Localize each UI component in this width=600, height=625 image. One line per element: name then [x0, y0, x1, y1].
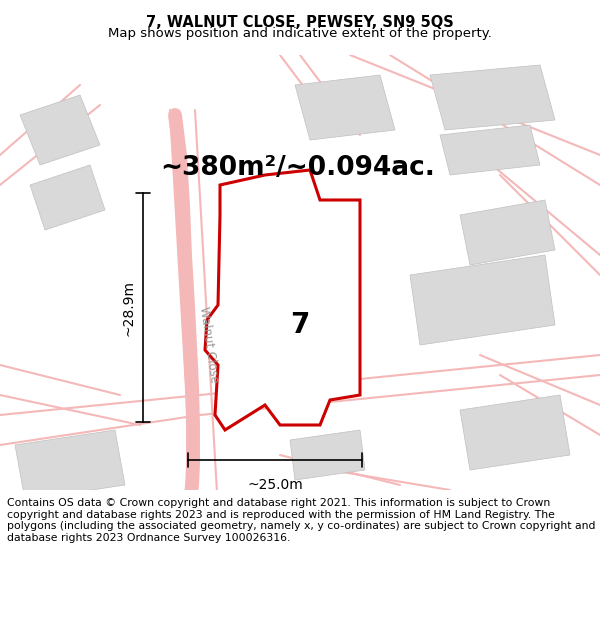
Polygon shape: [440, 125, 540, 175]
Polygon shape: [295, 75, 395, 140]
Text: ~28.9m: ~28.9m: [122, 279, 136, 336]
Text: 7, WALNUT CLOSE, PEWSEY, SN9 5QS: 7, WALNUT CLOSE, PEWSEY, SN9 5QS: [146, 16, 454, 31]
Text: 7: 7: [290, 311, 310, 339]
Text: Contains OS data © Crown copyright and database right 2021. This information is : Contains OS data © Crown copyright and d…: [7, 498, 595, 542]
Polygon shape: [290, 430, 365, 480]
Polygon shape: [230, 240, 340, 300]
Polygon shape: [15, 430, 125, 500]
Text: ~25.0m: ~25.0m: [247, 478, 303, 492]
Polygon shape: [235, 295, 330, 345]
Polygon shape: [30, 165, 105, 230]
Text: Map shows position and indicative extent of the property.: Map shows position and indicative extent…: [108, 27, 492, 39]
Polygon shape: [460, 395, 570, 470]
Text: Walnut Close: Walnut Close: [197, 306, 221, 384]
Polygon shape: [430, 65, 555, 130]
Text: ~380m²/~0.094ac.: ~380m²/~0.094ac.: [160, 155, 435, 181]
Polygon shape: [460, 200, 555, 265]
Polygon shape: [20, 95, 100, 165]
Polygon shape: [205, 170, 360, 430]
Polygon shape: [410, 255, 555, 345]
